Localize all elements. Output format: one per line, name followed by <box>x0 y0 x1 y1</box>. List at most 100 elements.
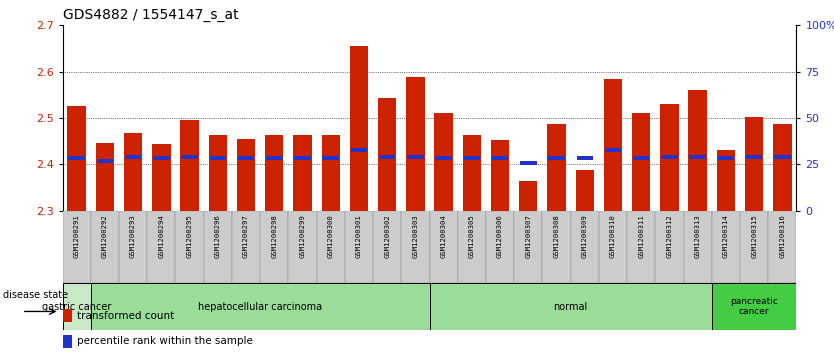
Bar <box>124 133 143 211</box>
Bar <box>180 120 198 211</box>
Bar <box>633 156 650 160</box>
Bar <box>463 135 481 211</box>
Bar <box>209 156 226 160</box>
Bar <box>430 211 458 283</box>
Bar <box>350 148 367 152</box>
Text: disease state: disease state <box>3 290 68 300</box>
Bar <box>627 211 656 283</box>
Text: GSM1200306: GSM1200306 <box>497 214 503 258</box>
Bar <box>542 211 570 283</box>
Bar <box>63 309 72 322</box>
Bar <box>91 211 119 283</box>
Bar <box>548 156 565 160</box>
Bar <box>378 98 396 211</box>
Bar <box>266 156 283 160</box>
Text: GSM1200300: GSM1200300 <box>328 214 334 258</box>
Bar <box>661 104 679 211</box>
Bar <box>265 135 284 211</box>
Bar <box>690 155 706 159</box>
Bar <box>97 159 113 163</box>
Bar <box>148 211 175 283</box>
Bar <box>323 156 339 160</box>
Bar <box>349 46 368 211</box>
Text: GSM1200316: GSM1200316 <box>779 214 786 258</box>
Text: GSM1200302: GSM1200302 <box>384 214 390 258</box>
Bar <box>774 155 791 159</box>
Text: GSM1200310: GSM1200310 <box>610 214 616 258</box>
Bar <box>294 156 311 160</box>
Text: GSM1200298: GSM1200298 <box>271 214 277 258</box>
Bar <box>740 211 768 283</box>
Bar <box>237 139 255 211</box>
Bar <box>68 106 86 211</box>
Bar <box>711 283 796 330</box>
Text: GSM1200293: GSM1200293 <box>130 214 136 258</box>
Bar <box>401 211 430 283</box>
Bar <box>260 211 289 283</box>
Bar <box>91 283 430 330</box>
Text: GSM1200305: GSM1200305 <box>469 214 475 258</box>
Text: GSM1200303: GSM1200303 <box>412 214 419 258</box>
Bar <box>486 211 515 283</box>
Text: hepatocellular carcinoma: hepatocellular carcinoma <box>198 302 322 312</box>
Bar <box>491 140 510 211</box>
Text: GSM1200295: GSM1200295 <box>187 214 193 258</box>
Bar <box>407 155 424 159</box>
Text: GSM1200308: GSM1200308 <box>554 214 560 258</box>
Text: GSM1200311: GSM1200311 <box>638 214 644 258</box>
Text: GSM1200309: GSM1200309 <box>582 214 588 258</box>
Bar <box>294 135 312 211</box>
Text: GSM1200297: GSM1200297 <box>243 214 249 258</box>
Bar <box>63 283 91 330</box>
Bar <box>570 211 599 283</box>
Bar <box>175 211 203 283</box>
Bar <box>458 211 486 283</box>
Bar <box>289 211 317 283</box>
Text: GSM1200307: GSM1200307 <box>525 214 531 258</box>
Bar <box>689 90 707 211</box>
Bar <box>661 155 678 159</box>
Bar <box>599 211 627 283</box>
Bar <box>96 143 114 211</box>
Text: GSM1200304: GSM1200304 <box>440 214 447 258</box>
Text: GSM1200313: GSM1200313 <box>695 214 701 258</box>
Bar <box>203 211 232 283</box>
Bar <box>547 123 565 211</box>
Bar <box>430 283 711 330</box>
Bar <box>717 156 734 160</box>
Bar <box>492 156 509 160</box>
Bar <box>745 117 763 211</box>
Bar <box>684 211 711 283</box>
Bar <box>344 211 373 283</box>
Bar <box>575 170 594 211</box>
Text: pancreatic
cancer: pancreatic cancer <box>731 297 778 317</box>
Bar <box>152 144 170 211</box>
Text: GSM1200294: GSM1200294 <box>158 214 164 258</box>
Text: transformed count: transformed count <box>77 311 174 321</box>
Bar <box>605 148 621 152</box>
Bar <box>379 155 395 159</box>
Bar <box>435 156 452 160</box>
Bar <box>208 135 227 211</box>
Bar <box>153 156 169 160</box>
Text: GSM1200312: GSM1200312 <box>666 214 672 258</box>
Bar <box>181 155 198 159</box>
Text: percentile rank within the sample: percentile rank within the sample <box>77 337 253 346</box>
Bar <box>773 123 791 211</box>
Bar <box>322 135 340 211</box>
Bar <box>63 335 72 348</box>
Bar <box>232 211 260 283</box>
Bar <box>68 156 85 160</box>
Bar <box>119 211 148 283</box>
Text: GSM1200301: GSM1200301 <box>356 214 362 258</box>
Bar <box>520 161 536 165</box>
Text: GSM1200291: GSM1200291 <box>73 214 80 258</box>
Bar <box>711 211 740 283</box>
Text: GSM1200299: GSM1200299 <box>299 214 305 258</box>
Bar <box>768 211 796 283</box>
Text: gastric cancer: gastric cancer <box>42 302 112 312</box>
Bar <box>63 211 91 283</box>
Bar <box>406 77 425 211</box>
Bar <box>515 211 542 283</box>
Bar <box>435 113 453 211</box>
